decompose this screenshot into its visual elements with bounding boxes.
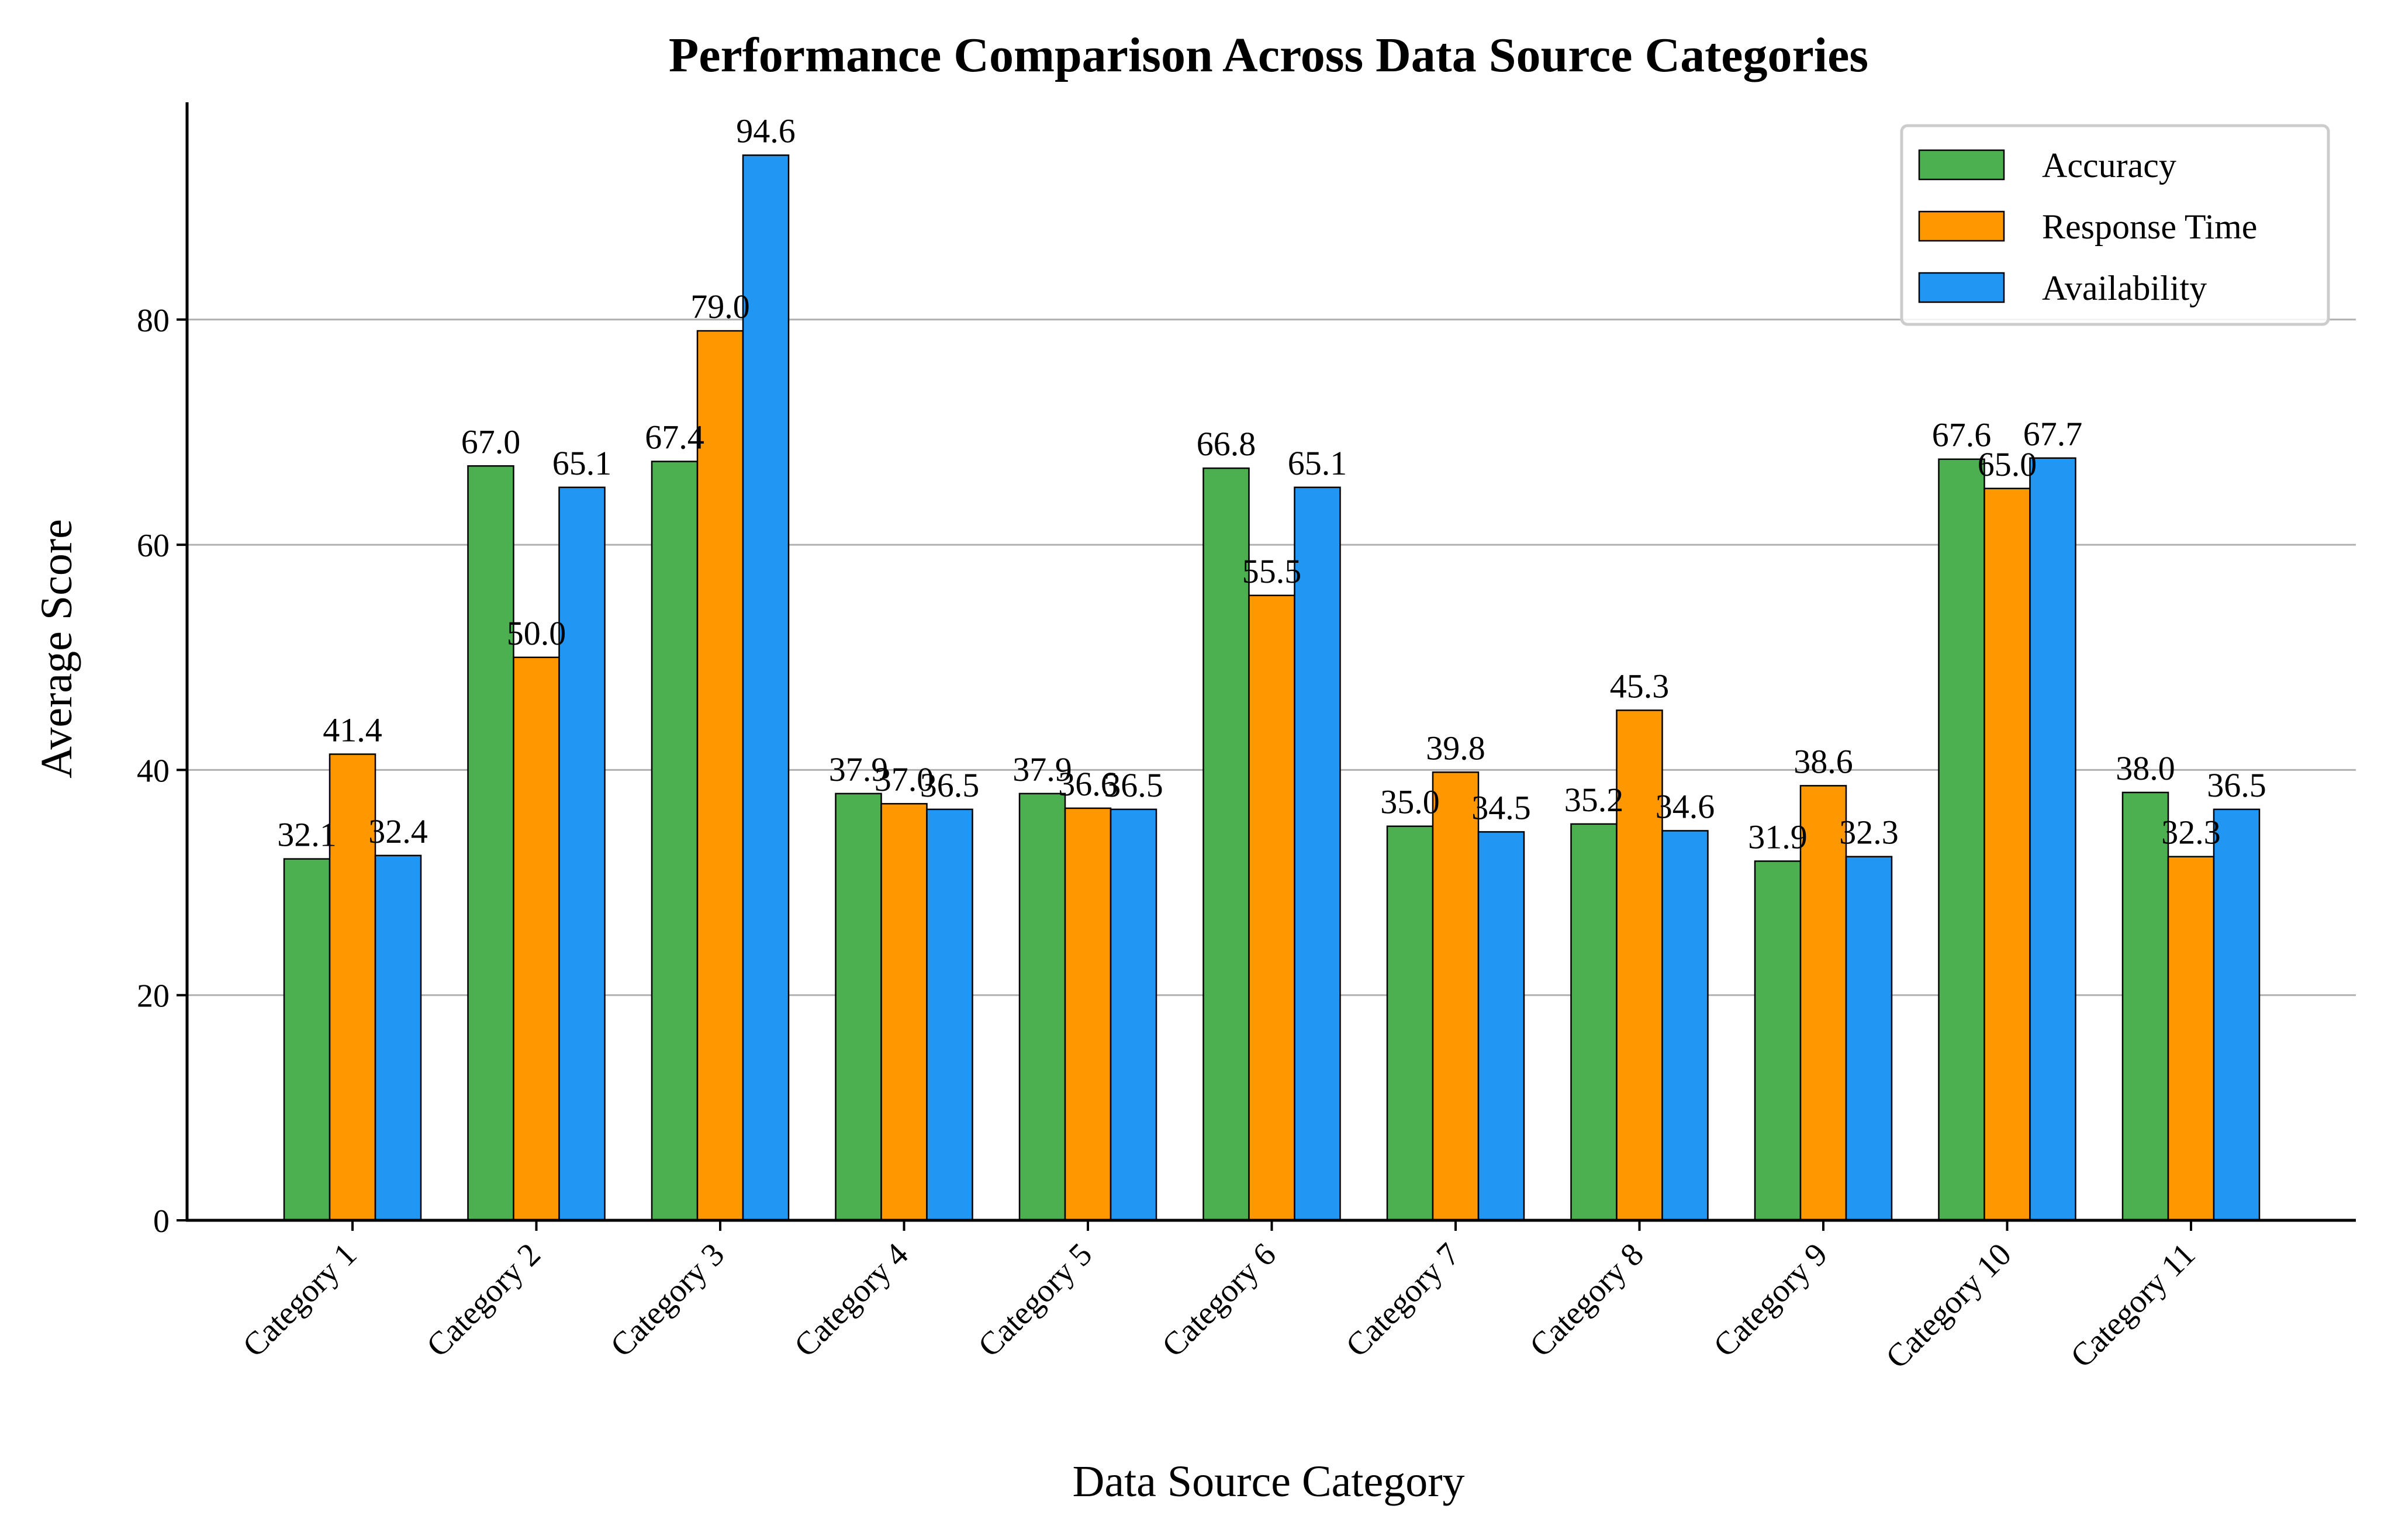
data-label: 32.4 — [368, 812, 428, 850]
x-tick-label: Category 10 — [1879, 1236, 2018, 1375]
bar — [1938, 458, 1985, 1221]
data-label: 67.4 — [645, 418, 704, 456]
bar — [926, 808, 973, 1221]
data-label: 67.7 — [2023, 415, 2083, 453]
data-label: 36.6 — [1058, 765, 1118, 803]
data-label: 50.0 — [507, 614, 566, 652]
data-label: 37.9 — [829, 750, 889, 788]
data-labels: 32.1 41.4 32.4 67.0 50.0 65.1 67.4 79.0 94.6 37.9… — [277, 112, 2266, 856]
bar — [1294, 486, 1341, 1221]
bar — [1983, 487, 2031, 1221]
y-tick-label: 60 — [137, 528, 170, 564]
data-label: 35.2 — [1564, 781, 1624, 819]
bar — [1799, 785, 1847, 1221]
legend-box — [1900, 124, 2330, 326]
data-label: 35.0 — [1380, 783, 1440, 821]
data-label: 36.5 — [920, 766, 980, 804]
data-label: 34.5 — [1471, 788, 1531, 826]
data-label: 66.8 — [1197, 425, 1256, 463]
data-label: 65.0 — [1978, 445, 2037, 483]
bar — [2121, 791, 2169, 1221]
bar — [696, 330, 744, 1221]
data-label: 39.8 — [1426, 729, 1485, 767]
x-tick-label: Category 2 — [420, 1236, 548, 1364]
x-axis-label: Data Source Category — [1072, 1457, 1464, 1506]
x-ticks: Category 1 Category 2 Category 3 Category 4… — [236, 1220, 2202, 1376]
bar — [1110, 808, 1157, 1221]
data-label: 79.0 — [690, 288, 750, 326]
legend-swatch — [1918, 210, 2005, 242]
data-label: 37.0 — [875, 760, 934, 798]
bar — [2213, 808, 2261, 1221]
x-tick-label: Category 5 — [971, 1236, 1099, 1364]
data-label: 32.1 — [277, 816, 337, 854]
bar — [1386, 825, 1434, 1221]
data-label: 65.1 — [1288, 444, 1347, 482]
legend: Accuracy Response Time Availability — [1900, 124, 2330, 326]
bar — [2029, 457, 2076, 1221]
data-label: 32.3 — [2161, 814, 2221, 852]
data-label: 41.4 — [323, 711, 382, 749]
data-label: 37.9 — [1012, 750, 1072, 788]
bar — [467, 465, 514, 1221]
legend-label: Accuracy — [2042, 146, 2176, 185]
y-tick-label: 0 — [153, 1203, 170, 1240]
data-label: 36.5 — [2207, 766, 2266, 804]
data-label: 38.6 — [1793, 742, 1853, 780]
bar — [1018, 793, 1066, 1221]
bar — [742, 154, 790, 1221]
bar — [1248, 594, 1295, 1221]
x-tick-label: Category 8 — [1523, 1236, 1651, 1364]
data-label: 45.3 — [1610, 667, 1670, 705]
bar — [880, 802, 928, 1221]
bar — [1754, 860, 1802, 1221]
data-label: 67.6 — [1932, 416, 1992, 454]
bar — [1064, 807, 1112, 1221]
legend-label: Response Time — [2042, 207, 2257, 246]
data-label: 36.5 — [1104, 766, 1163, 804]
legend-label: Availability — [2042, 269, 2207, 307]
x-tick-label: Category 4 — [787, 1236, 915, 1364]
data-label: 65.1 — [552, 444, 612, 482]
data-label: 38.0 — [2116, 749, 2175, 787]
y-tick-label: 40 — [137, 753, 170, 789]
chart-title: Performance Comparison Across Data Sourc… — [669, 28, 1868, 82]
y-tick-label: 20 — [137, 978, 170, 1015]
bar — [1432, 771, 1480, 1221]
bars — [283, 154, 2261, 1221]
data-label: 34.6 — [1656, 787, 1715, 825]
legend-swatch — [1918, 149, 2005, 181]
data-label: 94.6 — [736, 112, 796, 150]
bar — [513, 656, 560, 1221]
bar — [651, 461, 699, 1221]
x-tick-label: Category 9 — [1706, 1236, 1834, 1364]
bar — [374, 854, 422, 1221]
x-tick-label: Category 11 — [2064, 1236, 2202, 1375]
bar — [1661, 830, 1709, 1221]
bar — [1570, 823, 1618, 1221]
bar — [1845, 856, 1893, 1221]
data-label: 55.5 — [1242, 552, 1302, 590]
y-ticks: 0 20 40 60 80 — [137, 303, 187, 1240]
bar — [558, 486, 606, 1221]
bar — [283, 858, 331, 1221]
data-label: 67.0 — [461, 423, 521, 461]
y-tick-label: 80 — [137, 303, 170, 339]
legend-swatch — [1918, 272, 2005, 303]
bar — [1477, 831, 1525, 1221]
bar — [835, 793, 882, 1221]
data-label: 31.9 — [1748, 818, 1808, 856]
bar — [2167, 856, 2215, 1221]
y-axis-label: Average Score — [32, 519, 81, 778]
x-tick-label: Category 6 — [1155, 1236, 1283, 1364]
x-tick-label: Category 7 — [1339, 1236, 1467, 1364]
x-tick-label: Category 3 — [603, 1236, 731, 1364]
x-tick-label: Category 1 — [236, 1236, 364, 1364]
data-label: 32.3 — [1839, 814, 1899, 852]
